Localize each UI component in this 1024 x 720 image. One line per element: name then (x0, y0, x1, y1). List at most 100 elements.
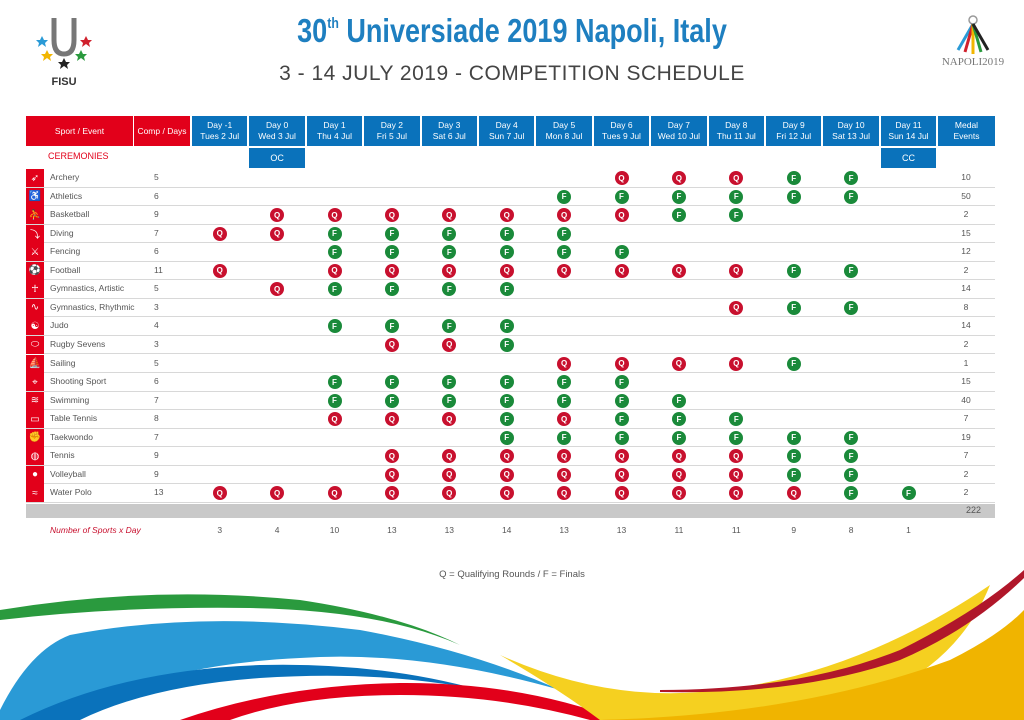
dark-blue-wave (20, 664, 480, 720)
finals-marker: F (384, 282, 399, 297)
qualifying-marker: Q (671, 449, 686, 464)
medal-events: 40 (961, 394, 971, 405)
taekwondo-icon: ✊ (26, 428, 44, 447)
finals-marker: F (499, 319, 514, 334)
fencing-icon: ⚔ (26, 243, 44, 262)
finals-marker: F (844, 171, 859, 185)
day-header: Day 10 Sat 13 Jul (823, 116, 879, 146)
qualifying-marker: Q (729, 263, 744, 278)
sport-row: ≋ Swimming 7 F F F F F F F 40 (26, 391, 995, 411)
sport-row: ⛵ Sailing 5 Q Q Q Q F 1 (26, 354, 995, 374)
qualifying-marker: Q (327, 412, 342, 427)
medal-events: 2 (963, 338, 969, 349)
comp-days-header: Comp / Days (134, 116, 190, 146)
qualifying-marker: Q (442, 337, 457, 352)
title-text: Universiade 2019 Napoli, Italy (338, 12, 727, 49)
qualifying-marker: Q (442, 208, 457, 223)
sport-row: ⚔ Fencing 6 F F F F F F 12 (26, 243, 995, 262)
qualifying-marker: Q (384, 263, 399, 278)
finals-marker: F (384, 319, 399, 334)
finals-marker: F (442, 282, 457, 297)
sport-event-header: Sport / Event (26, 116, 133, 146)
finals-marker: F (614, 189, 629, 204)
qualifying-marker: Q (270, 486, 285, 501)
sport-name: Diving (50, 227, 74, 238)
comp-days: 11 (154, 264, 163, 275)
qualifying-marker: Q (614, 263, 629, 278)
sport-name: Taekwondo (50, 431, 94, 442)
red-thin-wave (660, 570, 1024, 693)
sport-name: Fencing (50, 246, 81, 257)
day-number: Day 7 (667, 120, 690, 130)
water-polo-icon: ≈ (26, 484, 44, 503)
day-number: Day -1 (207, 120, 233, 130)
swimming-icon: ≋ (26, 391, 44, 410)
finals-marker: F (671, 189, 686, 204)
day-number: Day 10 (837, 120, 865, 130)
day-header: Day 11 Sun 14 Jul (880, 116, 937, 146)
sport-name: Swimming (50, 394, 90, 405)
day-header: Day 0 Wed 3 Jul (249, 116, 305, 146)
medal-events: 2 (963, 209, 969, 220)
qualifying-marker: Q (557, 356, 572, 371)
medal-events: 10 (961, 172, 971, 182)
qualifying-marker: Q (499, 449, 514, 464)
qualifying-marker: Q (384, 467, 399, 482)
qualifying-marker: Q (614, 467, 629, 482)
comp-days: 5 (154, 172, 159, 182)
sports-per-day-count: 1 (906, 525, 911, 535)
page-title: 30th Universiade 2019 Napoli, Italy (256, 12, 768, 50)
sport-row: ⛹ Basketball 9 Q Q Q Q Q Q Q F F 2 (26, 206, 995, 225)
finals-marker: F (729, 208, 744, 223)
finals-marker: F (557, 375, 572, 390)
finals-marker: F (844, 300, 859, 315)
finals-marker: F (844, 449, 859, 464)
sports-per-day-count: 13 (616, 525, 627, 535)
comp-days: 8 (154, 413, 159, 424)
comp-days: 5 (154, 283, 159, 294)
qualifying-marker: Q (499, 486, 514, 501)
qualifying-marker: Q (384, 449, 399, 464)
medal-header-line1: Medal (954, 120, 979, 130)
day-header: Day 3 Sat 6 Jul (421, 116, 477, 146)
day-date: Sat 13 Jul (832, 131, 870, 141)
finals-marker: F (786, 189, 801, 204)
qualifying-marker: Q (270, 226, 285, 241)
sport-row: ≈ Water Polo 13 Q Q Q Q Q Q Q Q Q Q Q F F 2 (26, 484, 995, 503)
day-number: Day 2 (380, 120, 403, 130)
finals-marker: F (844, 189, 859, 204)
rugby-icon: ⬭ (26, 335, 44, 354)
sport-row: ⌖ Shooting Sport 6 F F F F F F 15 (26, 373, 995, 392)
sports-per-day-count: 13 (444, 525, 455, 535)
finals-marker: F (327, 226, 342, 241)
qualifying-marker: Q (729, 356, 744, 371)
comp-days: 3 (154, 338, 159, 349)
finals-marker: F (384, 226, 399, 241)
finals-marker: F (729, 189, 744, 204)
napoli-emblem-icon (956, 15, 990, 54)
day-number: Day 1 (323, 120, 346, 130)
qualifying-marker: Q (557, 486, 572, 501)
finals-marker: F (499, 245, 514, 260)
sport-row: ∿ Gymnastics, Rhythmic 3 Q F F 8 (26, 298, 995, 318)
finals-marker: F (786, 430, 801, 445)
day-header: Day 6 Tues 9 Jul (593, 116, 650, 146)
qualifying-marker: Q (614, 486, 629, 501)
sports-per-day-label: Number of Sports x Day (50, 525, 141, 535)
medal-events-header: Medal Events (938, 116, 995, 146)
day-date: Fri 5 Jul (376, 131, 407, 141)
qualifying-marker: Q (499, 263, 514, 278)
legend: Q = Qualifying Rounds / F = Finals (439, 569, 585, 580)
qualifying-marker: Q (327, 263, 342, 278)
finals-marker: F (384, 375, 399, 390)
sport-row: ◍ Tennis 9 Q Q Q Q Q Q Q F F 7 (26, 447, 995, 466)
finals-marker: F (557, 189, 572, 204)
day-date: Mon 8 Jul (545, 131, 583, 141)
red-wave (180, 682, 620, 720)
finals-marker: F (499, 226, 514, 241)
finals-marker: F (671, 208, 686, 223)
finals-marker: F (786, 300, 801, 315)
finals-marker: F (671, 412, 686, 427)
sport-row: ⚽ Football 11 Q Q Q Q Q Q Q Q Q F F 2 (26, 261, 995, 281)
qualifying-marker: Q (384, 412, 399, 427)
